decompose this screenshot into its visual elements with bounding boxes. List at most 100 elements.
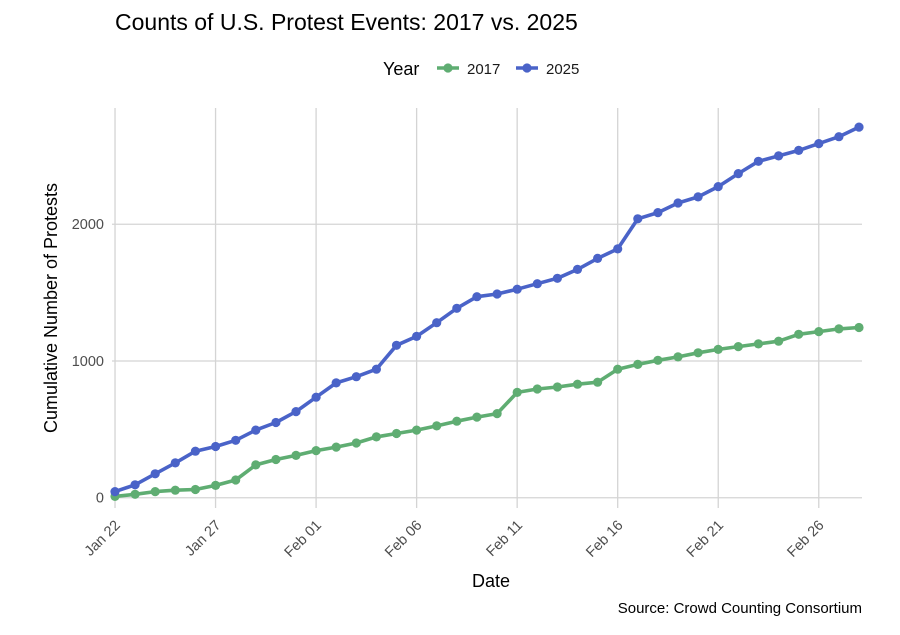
data-point-2017 [331,442,341,452]
series-line-2017 [113,325,861,499]
legend-label: 2017 [467,61,500,78]
data-point-2017 [713,344,723,354]
x-tick-label: Jan 27 [182,518,224,560]
data-point-2017 [532,384,542,394]
legend-key-point [522,63,532,73]
data-point-2025 [130,480,140,490]
data-point-2017 [593,377,603,387]
legend-label: 2025 [546,61,579,78]
y-tick-label: 1000 [72,354,104,370]
series-points [110,122,864,501]
y-tick-label: 2000 [72,217,104,233]
data-point-2025 [834,132,844,142]
x-tick-label: Feb 01 [282,518,325,561]
data-point-2025 [311,392,321,402]
data-point-2025 [211,441,221,452]
data-point-2017 [512,387,522,397]
data-point-2025 [613,244,623,254]
data-point-2025 [291,407,301,417]
data-point-2017 [733,342,743,352]
data-point-2025 [532,279,542,289]
data-point-2017 [351,438,361,448]
data-point-2017 [472,412,482,422]
data-point-2017 [753,339,764,349]
data-point-2025 [391,340,402,350]
data-point-2025 [593,253,603,263]
x-tick-label: Feb 11 [484,518,526,560]
data-point-2017 [814,327,824,337]
data-point-2025 [231,435,241,445]
data-point-2025 [190,446,200,456]
data-point-2017 [190,484,200,495]
data-point-2017 [150,487,160,497]
data-point-2025 [733,169,743,179]
x-tick-label: Jan 22 [82,518,124,560]
data-point-2025 [572,264,583,274]
x-axis-label: Date [472,571,510,591]
data-point-2025 [633,214,643,224]
data-point-2025 [673,198,683,208]
data-point-2017 [211,480,221,490]
data-point-2025 [110,487,120,497]
data-point-2017 [170,485,180,495]
y-tick-label: 0 [96,491,104,507]
data-point-2025 [432,318,442,328]
data-point-2017 [271,454,281,465]
data-point-2017 [432,421,442,431]
data-point-2025 [412,331,422,341]
data-point-2025 [331,378,341,388]
legend-key-point [443,63,453,73]
data-point-2017 [371,432,381,442]
data-point-2017 [633,359,643,369]
data-point-2017 [130,489,140,499]
data-point-2025 [351,372,361,382]
x-axis-ticks: Jan 22 Jan 27 Feb 01 Feb 06 Feb 11 Feb 16 Feb … [82,518,828,561]
data-point-2017 [572,379,583,389]
data-point-2025 [552,273,563,283]
data-point-2017 [492,409,502,419]
data-point-2017 [693,348,703,358]
data-point-2017 [794,329,804,339]
data-point-2025 [170,458,180,468]
chart-title: Counts of U.S. Protest Events: 2017 vs. … [115,9,578,35]
data-point-2017 [552,382,563,392]
data-point-2025 [693,192,703,202]
data-point-2025 [150,469,160,479]
data-point-2025 [452,303,462,313]
data-point-2025 [371,364,381,374]
x-tick-label: Feb 06 [382,518,425,561]
data-point-2017 [391,428,402,439]
data-point-2017 [452,416,462,426]
data-point-2025 [814,139,824,149]
legend-title: Year [383,59,419,79]
data-point-2017 [231,475,241,485]
x-tick-label: Feb 21 [684,518,727,561]
data-point-2025 [251,425,261,435]
data-point-2025 [753,156,764,166]
y-axis-ticks: 0 1000 2000 [72,217,104,507]
data-point-2017 [774,336,784,346]
data-point-2017 [653,355,663,365]
series-line-2025 [113,125,861,494]
data-point-2025 [472,292,482,302]
data-point-2025 [794,145,804,155]
legend: Year 2017 2025 [383,59,579,79]
data-point-2025 [492,289,502,299]
data-point-2017 [251,460,261,470]
data-point-2025 [854,122,864,132]
series-lines [113,125,861,499]
data-point-2025 [653,208,663,218]
data-point-2017 [673,352,683,362]
data-point-2017 [412,425,422,435]
data-point-2025 [774,151,784,161]
data-point-2017 [854,322,864,333]
data-point-2017 [834,324,844,334]
data-point-2017 [311,446,321,456]
grid [112,108,862,508]
data-point-2025 [512,284,522,294]
data-point-2025 [271,417,281,428]
x-tick-label: Feb 16 [583,518,626,561]
data-point-2025 [713,182,723,192]
